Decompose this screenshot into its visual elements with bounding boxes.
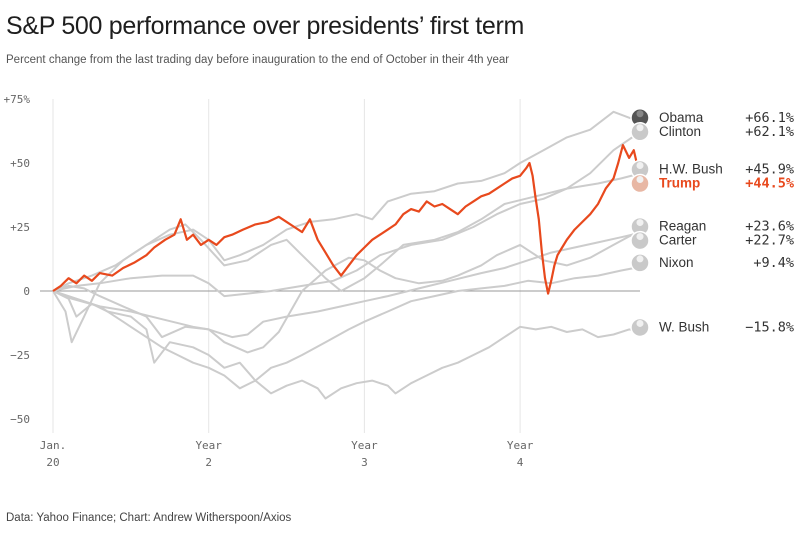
y-tick-label: −25	[10, 349, 30, 362]
x-tick-label: Year	[507, 439, 534, 452]
portrait-icon-head	[636, 233, 644, 241]
portrait-icon-head	[636, 219, 644, 227]
chart-title: S&P 500 performance over presidents’ fir…	[6, 12, 525, 40]
portrait-icon-head	[636, 319, 644, 327]
end-label-reagan: Reagan +23.6%	[630, 216, 794, 237]
x-tick-label: Year	[195, 439, 222, 452]
series-line-carter	[52, 231, 641, 339]
source-note: Data: Yahoo Finance; Chart: Andrew Withe…	[6, 512, 292, 524]
series-line-clinton	[52, 131, 641, 298]
y-tick-label: +50	[10, 157, 30, 170]
y-tick-label: −50	[10, 413, 30, 426]
series-line-nixon	[52, 265, 641, 390]
portrait-icon-head	[636, 110, 644, 118]
series-line-obama	[52, 110, 641, 344]
end-labels: Obama +66.1%Clinton +62.1%H.W. Bush +45.9%T…	[630, 108, 795, 338]
portrait-icon-head	[636, 255, 644, 263]
series-value-label: +45.9%	[745, 161, 794, 177]
end-label-h-w-bush: H.W. Bush +45.9%	[630, 159, 794, 180]
series-name-label: Obama	[659, 110, 704, 125]
series-name-label: H.W. Bush	[659, 161, 723, 176]
series-value-label: −15.8%	[745, 319, 794, 335]
series-name-label: Reagan	[659, 219, 706, 234]
x-tick-label: Year	[351, 439, 378, 452]
series-value-label: +22.7%	[745, 233, 794, 249]
end-label-carter: Carter +22.7%	[630, 230, 794, 251]
portrait-icon-head	[636, 161, 644, 169]
line-chart: Jan. 20 Year 2 Year 3 Year 4 +75% +50 +25 0 −25 −50 O…	[4, 93, 795, 469]
axes: Jan. 20 Year 2 Year 3 Year 4 +75% +50 +25 0 −25 −50	[4, 93, 640, 469]
x-tick-label: 20	[46, 456, 59, 469]
series-value-label: +23.6%	[745, 219, 794, 235]
series-line-h-w-bush	[52, 172, 641, 292]
series-name-label: Nixon	[659, 255, 694, 270]
series-value-label: +66.1%	[745, 110, 794, 126]
end-label-w-bush: W. Bush −15.8%	[630, 317, 794, 338]
series-value-label: +62.1%	[745, 124, 794, 140]
end-label-obama: Obama +66.1%	[630, 108, 794, 128]
portrait-icon	[630, 230, 650, 251]
x-tick-label: 2	[205, 456, 212, 469]
series-name-label: Clinton	[659, 124, 701, 139]
x-tick-label: 4	[517, 456, 524, 469]
portrait-icon	[630, 122, 650, 142]
x-tick-label: 3	[361, 456, 368, 469]
y-tick-label: 0	[23, 285, 30, 298]
portrait-icon	[630, 253, 650, 273]
end-label-clinton: Clinton +62.1%	[630, 122, 794, 142]
series-line-w-bush	[52, 290, 641, 400]
series-value-label: +44.5%	[745, 175, 795, 191]
end-label-nixon: Nixon +9.4%	[630, 253, 794, 273]
grid	[52, 99, 521, 433]
chart-subtitle: Percent change from the last trading day…	[6, 54, 510, 66]
portrait-icon	[630, 317, 650, 338]
series-value-label: +9.4%	[753, 255, 794, 271]
portrait-icon-head	[636, 124, 644, 132]
portrait-icon	[630, 173, 650, 194]
series-name-label: Carter	[659, 233, 697, 248]
series-lines	[52, 110, 642, 400]
series-line-trump	[52, 144, 642, 295]
y-tick-label: +25	[10, 221, 30, 234]
y-tick-label: +75%	[4, 93, 31, 106]
series-name-label: W. Bush	[659, 319, 709, 334]
series-name-label: Trump	[659, 175, 700, 190]
x-tick-label: Jan.	[40, 439, 67, 452]
end-label-trump: Trump +44.5%	[630, 173, 795, 194]
portrait-icon-head	[636, 175, 644, 183]
